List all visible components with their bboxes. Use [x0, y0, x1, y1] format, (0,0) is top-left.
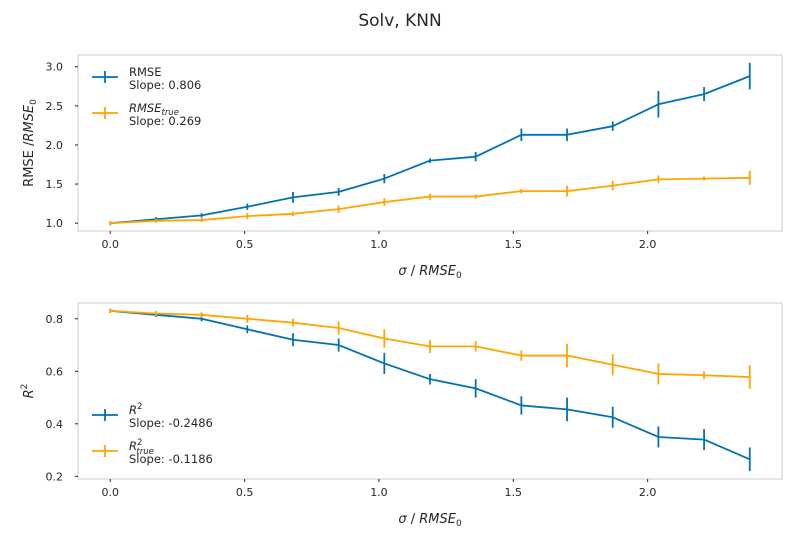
panel-1: 0.0 0.5 1.0 1.5 2.0 1.0 1.5 2.0 2.5 3.0 σ / RMSE0 R…: [22, 54, 783, 281]
y-tick-label: 0.6: [46, 365, 64, 378]
legend-series-name: RMSE: [129, 65, 161, 79]
legend-slope-label: Slope: -0.1186: [129, 452, 213, 466]
series-orange: [109, 170, 751, 226]
series-line: [110, 176, 750, 225]
series-blue: [109, 62, 751, 226]
series-blue: [109, 308, 751, 472]
y-tick-label: 1.0: [46, 217, 64, 230]
legend-series-name: R2 true: [129, 438, 154, 457]
x-tick-label: 1.0: [370, 238, 388, 251]
legend-slope-label: Slope: 0.806: [129, 78, 201, 92]
legend-slope-label: Slope: 0.269: [129, 114, 201, 128]
x-tick-label: 2.0: [639, 238, 657, 251]
series-line: [110, 75, 751, 225]
panel-2: 0.0 0.5 1.0 1.5 2.00.20.40.60.8σ / RMSE0R2R2…: [20, 302, 783, 529]
legend-series-name: R2: [129, 402, 142, 417]
x-tick-label: 1.5: [505, 486, 523, 499]
y-tick-label: 0.2: [46, 470, 64, 483]
x-tick-label: 0.0: [101, 486, 119, 499]
x-tick-label: 1.0: [370, 486, 388, 499]
legend-series-name: RMSEtrue: [129, 101, 179, 118]
x-axis-label: σ / RMSE0: [398, 512, 462, 529]
y-tick-label: 1.5: [46, 178, 64, 191]
y-tick-label: 3.0: [46, 61, 64, 74]
y-axis-label: RMSE /RMSE0: [22, 99, 39, 187]
legend-slope-label: Slope: -0.2486: [129, 416, 213, 430]
axes-frame: [77, 302, 783, 480]
x-tick-label: 0.5: [236, 238, 254, 251]
x-axis-label: σ / RMSE0: [398, 264, 462, 281]
y-tick-label: 2.0: [46, 139, 64, 152]
y-tick-label: 2.5: [46, 100, 64, 113]
y-axis-label: R2: [20, 384, 37, 399]
x-tick-label: 0.5: [236, 486, 254, 499]
x-tick-label: 0.0: [101, 238, 119, 251]
series-line: [110, 309, 751, 461]
series-orange: [109, 308, 751, 389]
x-tick-label: 1.5: [505, 238, 523, 251]
figure-title: Solv, KNN: [358, 11, 441, 31]
y-tick-label: 0.4: [46, 418, 64, 431]
axes-frame: [77, 54, 783, 232]
y-tick-label: 0.8: [46, 313, 64, 326]
x-tick-label: 2.0: [639, 486, 657, 499]
